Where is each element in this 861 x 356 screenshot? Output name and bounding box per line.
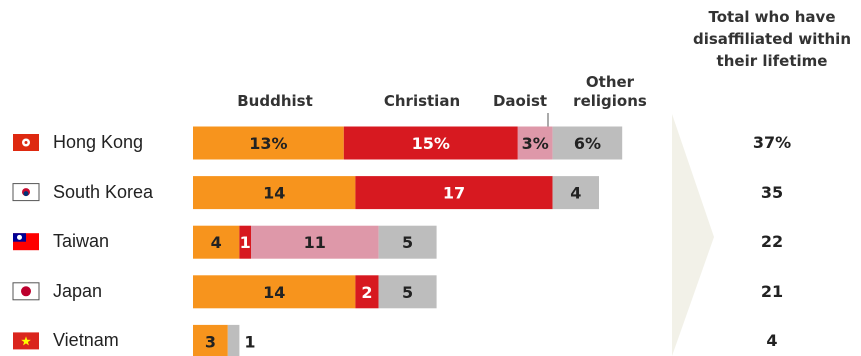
country-label: Japan: [53, 280, 103, 301]
data-label: 3%: [522, 134, 549, 153]
data-label: 3: [205, 332, 216, 351]
data-label: 4: [211, 233, 222, 252]
total-value: 21: [760, 281, 784, 301]
bars: 13% 15% 3% 6%14 17 44 1 11 514 2 53 1: [12, 126, 623, 356]
totals-header: Total who have disaffiliated within thei…: [692, 8, 852, 70]
data-label: 4: [570, 184, 581, 203]
bar-christian: [239, 225, 251, 259]
bar-other: [378, 275, 437, 309]
bar-buddhist: [193, 324, 228, 356]
data-label: 14: [263, 184, 285, 203]
total-value: 37%: [752, 133, 792, 152]
total-value: 4: [766, 331, 778, 351]
country-label: Vietnam: [53, 330, 119, 351]
data-label: 13%: [249, 134, 287, 153]
total-value: 22: [760, 232, 784, 252]
bar-buddhist: [193, 176, 356, 210]
data-label: 5: [402, 233, 413, 252]
bar-christian: [355, 176, 553, 210]
bar-christian: [343, 126, 518, 160]
bar-other: [378, 225, 437, 259]
bar-daoist: [251, 225, 379, 259]
data-label: 17: [443, 184, 465, 203]
vietnam-flag-icon: [13, 332, 39, 350]
bar-christian: [355, 275, 379, 309]
totals-arrow-background: [672, 114, 714, 356]
data-label: 6%: [574, 134, 601, 153]
data-label: 11: [304, 233, 326, 252]
bar-other: [552, 176, 599, 210]
data-label: 15%: [412, 134, 450, 153]
legend-buddhist: Buddhist: [237, 92, 313, 110]
japan-flag-icon: [12, 282, 40, 301]
hong-kong-flag-icon: [13, 134, 39, 151]
bar-buddhist: [193, 126, 344, 160]
country-label: Taiwan: [53, 231, 110, 252]
data-label: 14: [263, 283, 285, 302]
bar-other: [552, 126, 623, 160]
data-label: 1: [244, 332, 255, 351]
south-korea-flag-icon: [12, 183, 40, 202]
data-label: 2: [361, 283, 372, 302]
country-label: South Korea: [53, 181, 154, 202]
bar-other: [227, 324, 240, 356]
taiwan-flag-icon: [13, 233, 39, 251]
total-value: 35: [760, 182, 784, 202]
legend-other-religions: Other religions: [573, 73, 647, 110]
data-label: 5: [402, 283, 413, 302]
country-label: Hong Kong: [53, 132, 144, 152]
legend-daoist: Daoist: [492, 92, 548, 110]
legend-christian: Christian: [383, 92, 461, 110]
data-label: 1: [240, 233, 251, 252]
bar-daoist: [517, 126, 553, 160]
bar-buddhist: [193, 275, 356, 309]
bar-buddhist: [193, 225, 240, 259]
